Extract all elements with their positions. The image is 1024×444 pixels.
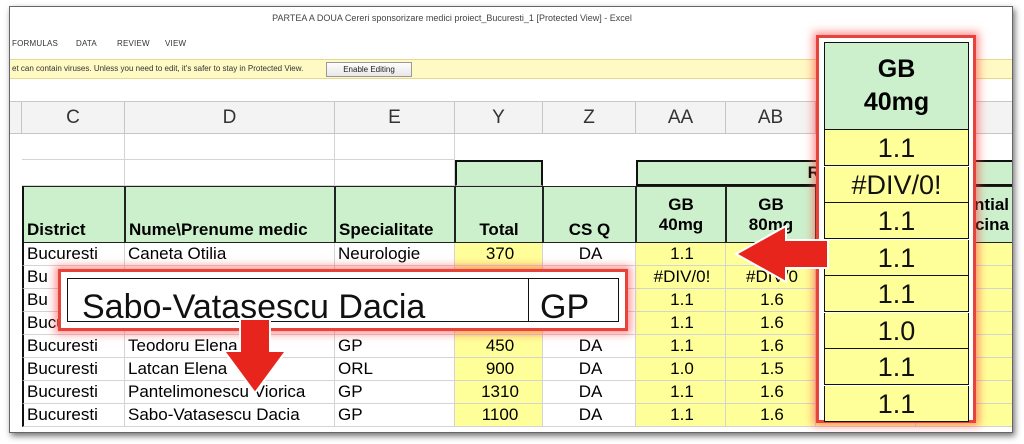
header-specialitate-label: Specialitate (339, 220, 434, 239)
cell-nume[interactable]: Caneta Otilia (125, 243, 335, 266)
zoom-gb40-value: 1.1 (824, 203, 969, 239)
cell-csq[interactable]: DA (543, 358, 636, 381)
cell-csq[interactable]: DA (543, 404, 636, 427)
cell-nume[interactable]: Pantelimonescu Viorica (125, 381, 335, 404)
column-header-y[interactable]: Y (455, 102, 543, 134)
header-district-label: District (27, 220, 86, 239)
header-total-label: Total (479, 220, 519, 239)
header-nume-label: Nume\Prenume medic (129, 220, 308, 239)
cell-gb80[interactable]: 1.6 (726, 312, 816, 335)
cell-nume[interactable]: Sabo-Vatasescu Dacia (125, 404, 335, 427)
column-header-d[interactable]: D (125, 102, 335, 134)
cell-total[interactable]: 370 (455, 243, 543, 266)
cell-specialitate[interactable]: GP (335, 335, 455, 358)
zoom-callout-name-row: Sabo-Vatasescu Dacia GP (58, 269, 628, 331)
cell-gb40[interactable]: 1.1 (636, 312, 726, 335)
header-gb80-line1: GB (758, 194, 784, 214)
cell-district[interactable]: Bucuresti (22, 358, 125, 381)
header-potential-line1: ntial (974, 194, 1009, 214)
column-header-aa[interactable]: AA (636, 102, 726, 134)
zoom-gb40-value: 1.0 (824, 312, 969, 349)
cell-specialitate[interactable]: Neurologie (335, 243, 455, 266)
cell-gb40[interactable]: 1.1 (636, 335, 726, 358)
header-potential-line2: cina (974, 214, 1009, 234)
cell-gb80[interactable]: 1.6 (726, 335, 816, 358)
cell-gb40[interactable]: #DIV/0! (636, 266, 726, 289)
column-header-z[interactable]: Z (543, 102, 636, 134)
zoom-gb40-value: 1.1 (824, 239, 969, 276)
protected-view-message: et can contain viruses. Unless you need … (12, 64, 304, 73)
window-title: PARTEA A DOUA Cereri sponsorizare medici… (10, 7, 1012, 29)
cell-district[interactable]: Bucuresti (22, 243, 125, 266)
empty-cell[interactable] (22, 134, 125, 160)
arrow-left-icon (733, 224, 829, 284)
arrow-down-icon (222, 318, 288, 395)
empty-cell[interactable] (335, 160, 455, 186)
cell-district[interactable]: Bucuresti (22, 404, 125, 427)
column-header-c[interactable]: C (22, 102, 125, 134)
cell-specialitate[interactable]: GP (335, 404, 455, 427)
cell-gb80[interactable]: 1.6 (726, 381, 816, 404)
empty-cell[interactable] (335, 134, 455, 160)
header-gb40: GB 40mg (636, 186, 726, 243)
total-group-cell[interactable] (455, 160, 543, 186)
cell-gb40[interactable]: 1.1 (636, 289, 726, 312)
header-district: District (22, 186, 125, 243)
header-specialitate: Specialitate (335, 186, 455, 243)
column-header-e[interactable]: E (335, 102, 455, 134)
cell-gb40[interactable]: 1.1 (636, 381, 726, 404)
zoom-gb40-value: 1.1 (824, 349, 969, 385)
cell-gb40[interactable]: 1.1 (636, 404, 726, 427)
empty-cell[interactable] (22, 160, 125, 186)
header-gb40-line1: GB (668, 194, 694, 214)
zoom-callout-gb40-column: GB 40mg 1.1 #DIV/0! 1.1 1.1 1.1 1.0 1.1 1.1 (816, 35, 976, 423)
cell-specialitate[interactable]: ORL (335, 358, 455, 381)
zoom-doctor-specialty: GP (540, 288, 590, 326)
cell-gb80[interactable]: 1.5 (726, 358, 816, 381)
zoom-gb40-value: 1.1 (824, 276, 969, 312)
tab-review[interactable]: REVIEW (117, 39, 150, 48)
header-gb40-line2: 40mg (658, 214, 704, 234)
cell-csq[interactable]: DA (543, 335, 636, 358)
tab-formulas[interactable]: FORMULAS (12, 39, 59, 48)
enable-editing-button[interactable]: Enable Editing (326, 62, 412, 77)
cell-gb80[interactable]: 1.6 (726, 289, 816, 312)
cell-nume[interactable]: Latcan Elena (125, 358, 335, 381)
cell-district[interactable]: Bucuresti (22, 335, 125, 358)
zoom-gb40-header-line2: 40mg (863, 88, 930, 116)
tab-view[interactable]: VIEW (165, 39, 187, 48)
protected-view-bar: et can contain viruses. Unless you need … (10, 59, 1012, 79)
column-header-ab[interactable]: AB (726, 102, 816, 134)
cell-district[interactable]: Bucuresti (22, 381, 125, 404)
cell-total[interactable]: 900 (455, 358, 543, 381)
cell-gb40[interactable]: 1.1 (636, 243, 726, 266)
zoom-gb40-header-line1: GB (877, 55, 916, 83)
empty-cell[interactable] (125, 160, 335, 186)
zoom-gb40-value: #DIV/0! (824, 166, 969, 203)
header-csq-label: CS Q (568, 220, 611, 239)
zoom-cell-divider (528, 279, 529, 321)
zoom-gb40-header: GB 40mg (824, 42, 969, 130)
zoom-gb40-value: 1.1 (824, 130, 969, 166)
cell-csq[interactable]: DA (543, 243, 636, 266)
zoom-gb40-value: 1.1 (824, 385, 969, 422)
header-csq: CS Q (543, 186, 636, 243)
zoom-name-row-frame: Sabo-Vatasescu Dacia GP (67, 278, 619, 326)
cell-specialitate[interactable]: GP (335, 381, 455, 404)
cell-total[interactable]: 450 (455, 335, 543, 358)
excel-window: PARTEA A DOUA Cereri sponsorizare medici… (9, 6, 1013, 433)
header-total: Total (455, 186, 543, 243)
column-header-partial (10, 102, 22, 134)
cell-total[interactable]: 1100 (455, 404, 543, 427)
empty-cell[interactable] (125, 134, 335, 160)
formula-bar[interactable] (10, 80, 1012, 102)
cell-gb80[interactable]: 1.6 (726, 404, 816, 427)
tab-data[interactable]: DATA (76, 39, 97, 48)
cell-total[interactable]: 1310 (455, 381, 543, 404)
cell-gb40[interactable]: 1.0 (636, 358, 726, 381)
cell-csq[interactable]: DA (543, 381, 636, 404)
header-nume: Nume\Prenume medic (125, 186, 335, 243)
